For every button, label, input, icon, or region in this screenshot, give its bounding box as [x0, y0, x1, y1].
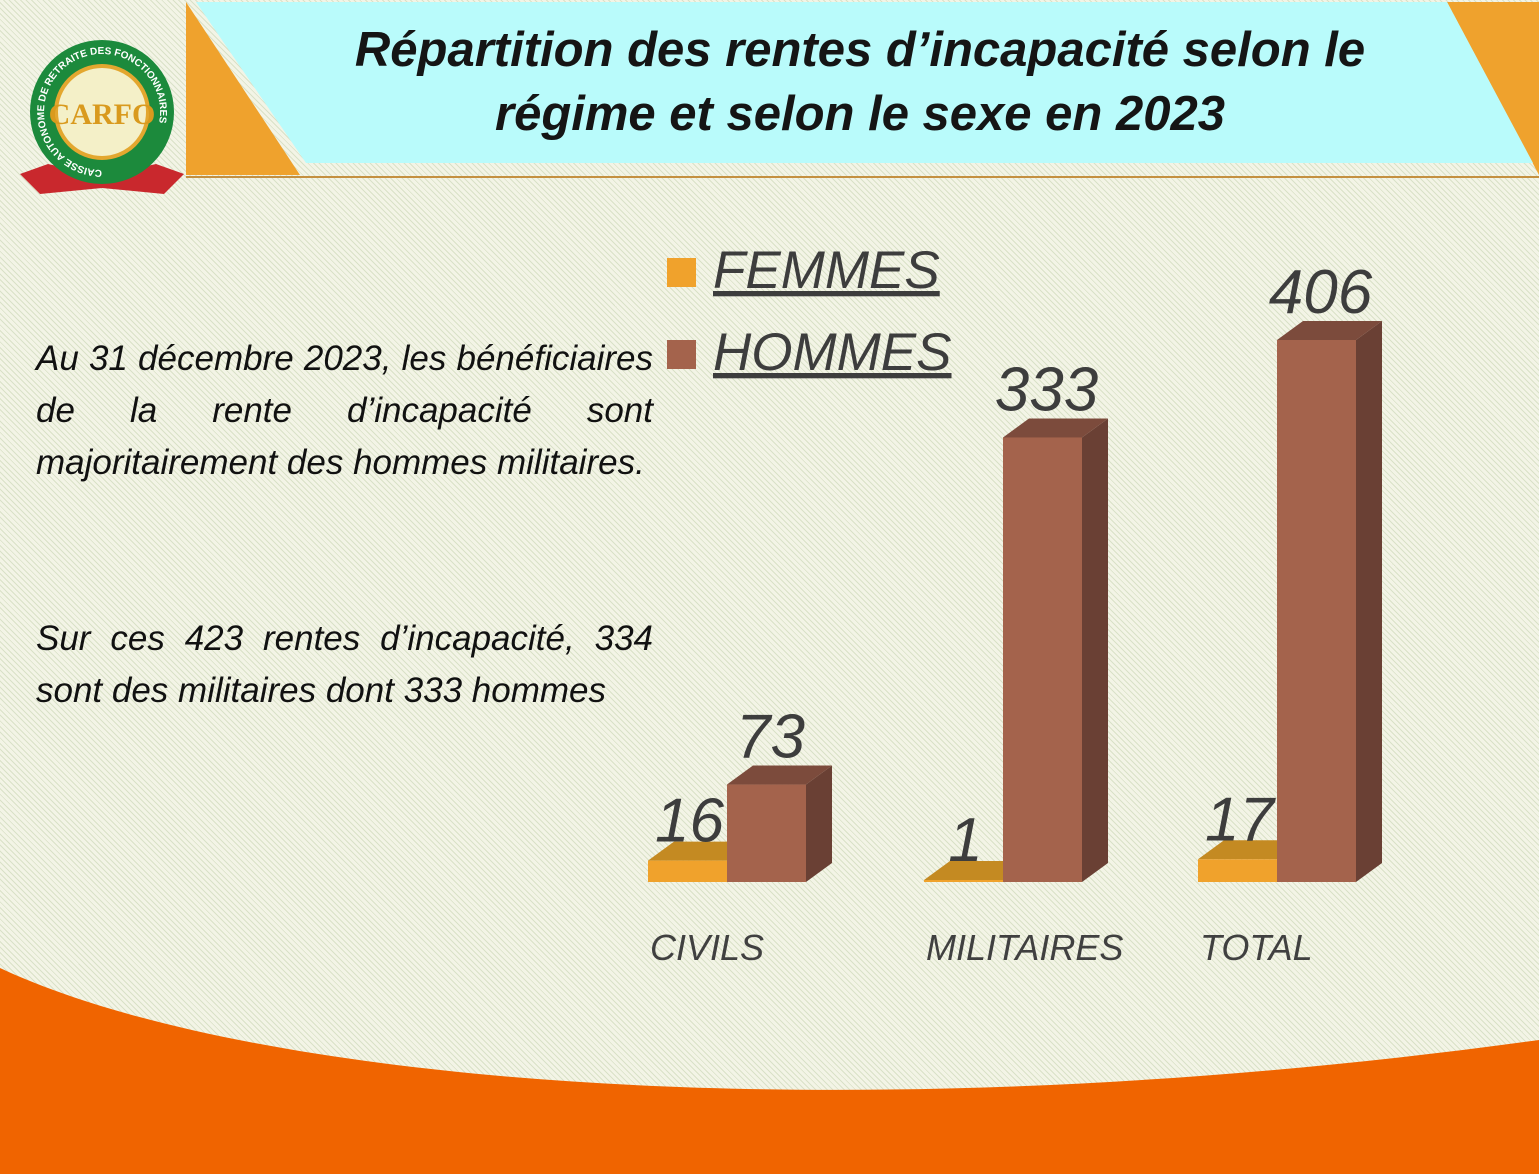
logo-wordmark: CARFO [49, 98, 156, 131]
title-band [196, 2, 1533, 163]
value-label-total-femmes: 17 [1205, 785, 1276, 854]
title-band-left-accent [186, 2, 300, 175]
summary-paragraph-1: Au 31 décembre 2023, les bénéficiaires d… [36, 339, 653, 482]
chart-bars [648, 320, 1382, 882]
bar-civils-hommes [727, 765, 832, 882]
legend-label-hommes: HOMMES [713, 323, 952, 382]
logo-inner-border [54, 64, 150, 160]
bar-total-hommes [1277, 320, 1382, 882]
summary-paragraph-2: Sur ces 423 rentes d’incapacité, 334 son… [36, 619, 653, 710]
logo-inner-disc [56, 66, 148, 158]
page-title: Répartition des rentes d’incapacité selo… [354, 23, 1366, 141]
legend-label-femmes: FEMMES [713, 241, 940, 300]
legend-swatch-femmes [667, 258, 696, 287]
category-label-total: TOTAL [1200, 927, 1313, 968]
legend-swatch-hommes [667, 340, 696, 369]
bar-militaires-hommes [1003, 418, 1108, 882]
chart-category-labels: CIVILS MILITAIRES TOTAL [650, 927, 1313, 968]
bottom-band [0, 968, 1539, 1174]
chart-legend: FEMMES HOMMES [667, 241, 952, 382]
value-label-civils-hommes: 73 [736, 703, 805, 772]
value-label-militaires-femmes: 1 [948, 806, 982, 875]
category-label-civils: CIVILS [650, 927, 764, 968]
category-label-militaires: MILITAIRES [926, 927, 1123, 968]
value-label-civils-femmes: 16 [655, 787, 724, 856]
value-label-total-hommes: 406 [1269, 258, 1373, 327]
carfo-logo: CAISSE AUTONOME DE RETRAITE DES FONCTION… [20, 40, 184, 194]
value-label-militaires-hommes: 333 [995, 355, 1098, 424]
